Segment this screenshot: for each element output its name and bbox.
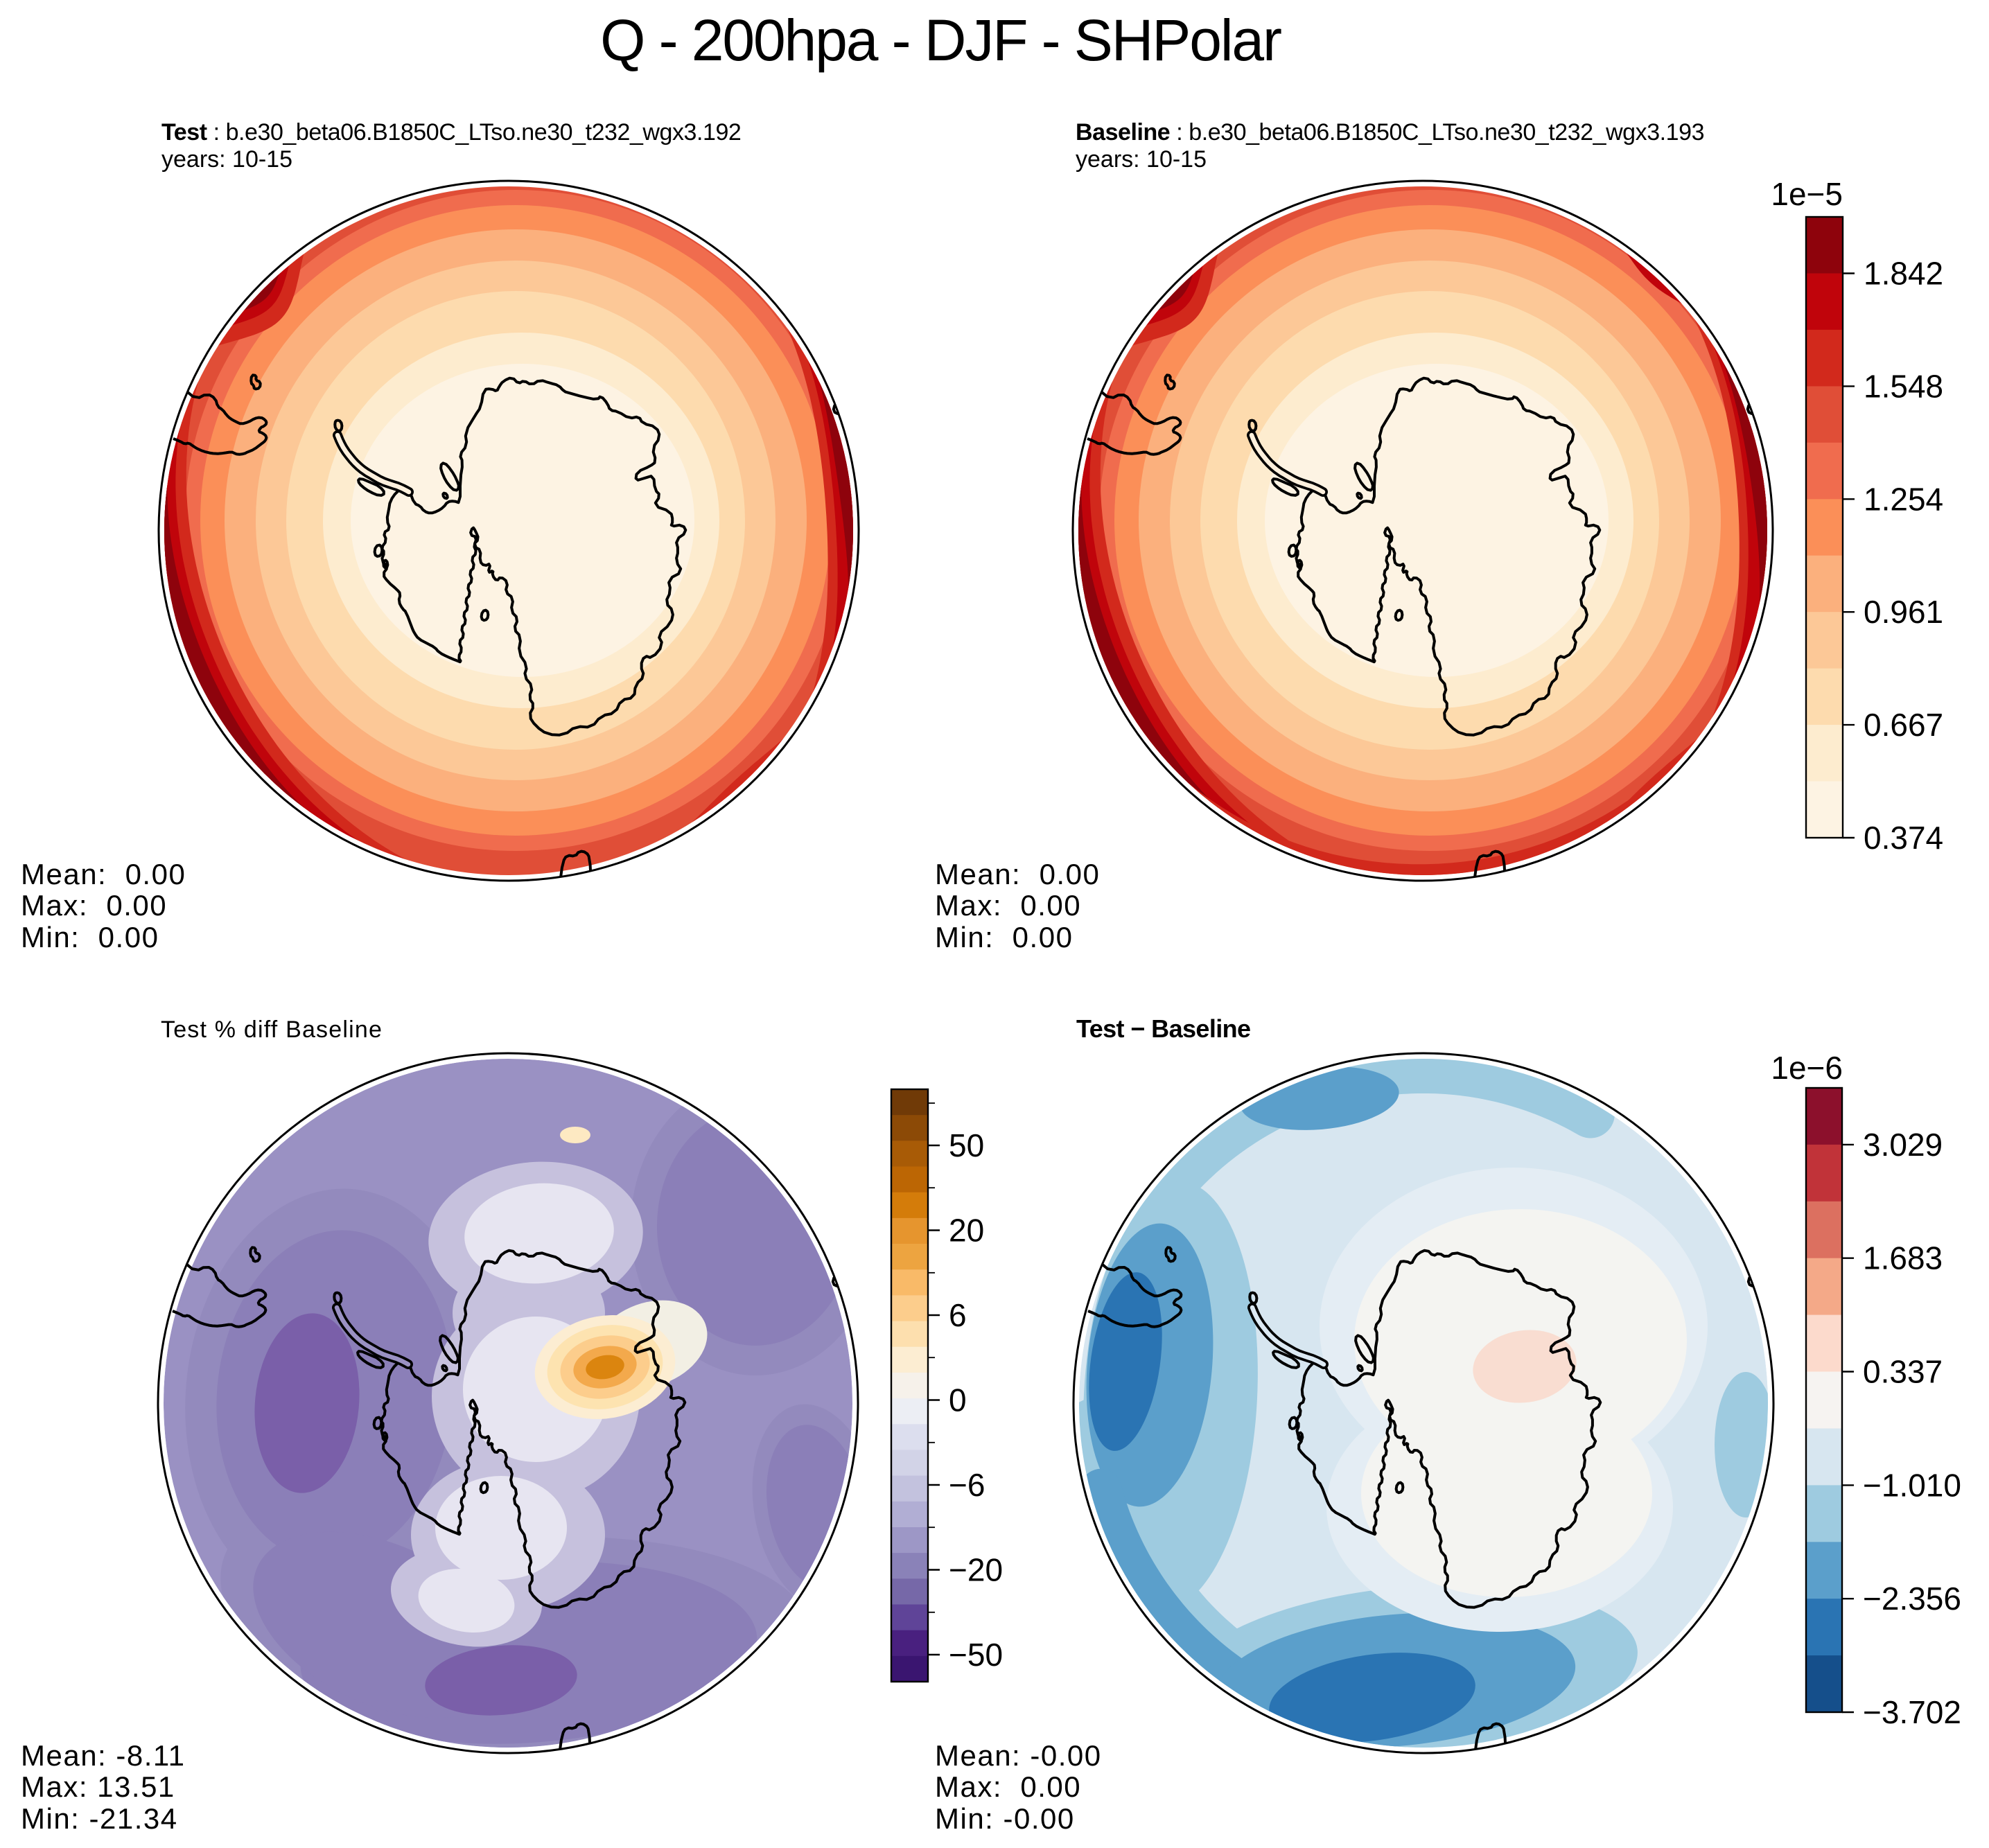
- svg-text:Min: 0.00: Min: 0.00: [935, 921, 1073, 953]
- svg-text:50: 50: [949, 1127, 984, 1163]
- svg-text:3.029: 3.029: [1863, 1127, 1943, 1163]
- svg-text:Mean: 0.00: Mean: 0.00: [935, 858, 1100, 890]
- svg-text:1.842: 1.842: [1864, 256, 1943, 292]
- svg-text:Max: 0.00: Max: 0.00: [935, 889, 1081, 922]
- svg-text:Min: -0.00: Min: -0.00: [935, 1802, 1075, 1835]
- svg-text:Mean: -0.00: Mean: -0.00: [935, 1739, 1102, 1772]
- svg-text:−50: −50: [949, 1637, 1003, 1673]
- svg-text:0.667: 0.667: [1864, 707, 1943, 743]
- svg-text:Max: 13.51: Max: 13.51: [21, 1770, 175, 1803]
- svg-text:−1.010: −1.010: [1863, 1467, 1961, 1503]
- svg-text:Mean: 0.00: Mean: 0.00: [21, 858, 186, 890]
- svg-text:Min: -21.34: Min: -21.34: [21, 1802, 178, 1835]
- svg-text:Test − Baseline: Test − Baseline: [1076, 1014, 1250, 1043]
- svg-text:−3.702: −3.702: [1863, 1694, 1961, 1730]
- svg-text:Max: 0.00: Max: 0.00: [935, 1770, 1081, 1803]
- svg-text:0.337: 0.337: [1863, 1354, 1943, 1390]
- svg-text:0.374: 0.374: [1864, 820, 1943, 856]
- svg-text:Max: 0.00: Max: 0.00: [21, 889, 167, 922]
- svg-text:Baseline : b.e30_beta06.B1850C: Baseline : b.e30_beta06.B1850C_LTso.ne30…: [1076, 119, 1704, 146]
- svg-text:1.683: 1.683: [1863, 1240, 1943, 1276]
- svg-text:Q - 200hpa - DJF - SHPolar: Q - 200hpa - DJF - SHPolar: [600, 8, 1281, 73]
- svg-text:1.254: 1.254: [1864, 481, 1943, 517]
- svg-text:years: 10-15: years: 10-15: [161, 146, 292, 173]
- svg-text:Test % diff Baseline: Test % diff Baseline: [161, 1017, 383, 1043]
- svg-text:Mean: -8.11: Mean: -8.11: [21, 1739, 186, 1772]
- svg-text:−2.356: −2.356: [1863, 1581, 1961, 1617]
- svg-text:Min: 0.00: Min: 0.00: [21, 921, 159, 953]
- svg-text:−6: −6: [949, 1467, 985, 1503]
- svg-text:Test : b.e30_beta06.B1850C_LTs: Test : b.e30_beta06.B1850C_LTso.ne30_t23…: [161, 119, 741, 146]
- svg-text:1.548: 1.548: [1864, 368, 1943, 404]
- svg-text:−20: −20: [949, 1552, 1003, 1588]
- svg-text:years: 10-15: years: 10-15: [1076, 146, 1207, 173]
- svg-text:0.961: 0.961: [1864, 594, 1943, 630]
- svg-text:0: 0: [949, 1382, 967, 1418]
- svg-text:6: 6: [949, 1297, 967, 1333]
- svg-text:1e−6: 1e−6: [1771, 1050, 1843, 1086]
- svg-text:20: 20: [949, 1213, 984, 1249]
- svg-text:1e−5: 1e−5: [1771, 176, 1843, 212]
